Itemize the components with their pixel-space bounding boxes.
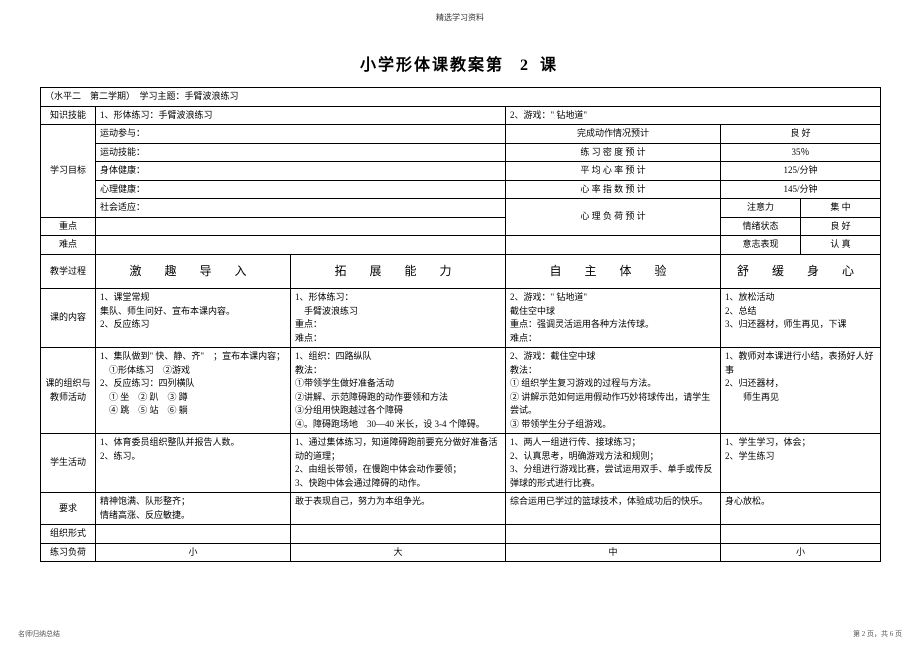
zhongdian-empty — [96, 217, 506, 236]
req-3: 身心放松。 — [721, 493, 881, 525]
stage-2: 自 主 体 验 — [506, 254, 721, 289]
goal-0-l: 运动参与： — [96, 125, 506, 144]
load-2: 中 — [506, 543, 721, 562]
zhongdian-r2: 良 好 — [801, 217, 881, 236]
page-title: 小学形体课教案第 2 课 — [0, 23, 920, 87]
orgform-0 — [96, 525, 291, 544]
org-1: 1、组织：四路纵队教法：①带领学生做好准备活动②讲解、示范障碍跑的动作要领和方法… — [291, 348, 506, 434]
req-1: 敢于表现自己，努力为本组争光。 — [291, 493, 506, 525]
load-label: 练习负荷 — [41, 543, 96, 562]
subtitle: （水平二 第二学期） 学习主题：手臂波浪练习 — [41, 88, 881, 107]
lesson-plan-table: （水平二 第二学期） 学习主题：手臂波浪练习 知识技能 1、形体练习：手臂波浪练… — [40, 87, 881, 562]
stage-3: 舒 缓 身 心 — [721, 254, 881, 289]
process-label: 教学过程 — [41, 254, 96, 289]
load-0: 小 — [96, 543, 291, 562]
org-label: 课的组织与教师活动 — [41, 348, 96, 434]
content-label: 课的内容 — [41, 289, 96, 348]
content-1: 1、形体练习： 手臂波浪练习重点：难点： — [291, 289, 506, 348]
student-3: 1、学生学习，体会；2、学生练习 — [721, 434, 881, 493]
req-2: 综合运用已学过的篮球技术，体验成功后的快乐。 — [506, 493, 721, 525]
orgform-label: 组织形式 — [41, 525, 96, 544]
req-0: 精神饱满、队形整齐；情绪高涨、反应敏捷。 — [96, 493, 291, 525]
content-0: 1、课堂常规集队、师生问好、宣布本课内容。2、反应练习 — [96, 289, 291, 348]
load-1: 大 — [291, 543, 506, 562]
student-0: 1、体育委员组织整队并报告人数。2、练习。 — [96, 434, 291, 493]
nandian-empty2 — [506, 236, 721, 255]
goal-1-r: 35％ — [721, 143, 881, 162]
stage-0: 激 趣 导 入 — [96, 254, 291, 289]
nandian-label: 难点 — [41, 236, 96, 255]
goal-3-m: 心 率 指 数 预 计 — [506, 180, 721, 199]
org-2: 2、游戏：截住空中球教法：① 组织学生复习游戏的过程与方法。② 讲解示范如何运用… — [506, 348, 721, 434]
footer-right: 第 2 页，共 6 页 — [853, 629, 902, 639]
student-2: 1、两人一组进行传、接球练习；2、认真思考，明确游戏方法和规则；3、分组进行游戏… — [506, 434, 721, 493]
title-number: 2 课 — [520, 57, 560, 74]
subtitle-row: （水平二 第二学期） 学习主题：手臂波浪练习 — [41, 88, 881, 107]
orgform-3 — [721, 525, 881, 544]
goal-4-r: 注意力 — [721, 199, 801, 218]
goal-3-r: 145/分钟 — [721, 180, 881, 199]
knowledge-label: 知识技能 — [41, 106, 96, 125]
goal-4-l: 社会适应： — [96, 199, 506, 218]
knowledge-c1: 1、形体练习：手臂波浪练习 — [96, 106, 506, 125]
goal-0-m: 完成动作情况预计 — [506, 125, 721, 144]
goal-0-r: 良 好 — [721, 125, 881, 144]
zhongdian-r: 情绪状态 — [721, 217, 801, 236]
nandian-empty — [96, 236, 506, 255]
goal-1-m: 练 习 密 度 预 计 — [506, 143, 721, 162]
content-3: 1、放松活动2、总结3、归还器材，师生再见，下课 — [721, 289, 881, 348]
goal-2-m: 平 均 心 率 预 计 — [506, 162, 721, 181]
orgform-2 — [506, 525, 721, 544]
nandian-r2: 认 真 — [801, 236, 881, 255]
doc-header: 精选学习资料 — [0, 0, 920, 23]
goal-3-l: 心理健康： — [96, 180, 506, 199]
goal-1-l: 运动技能： — [96, 143, 506, 162]
title-main: 小学形体课教案第 — [360, 57, 504, 74]
org-0: 1、集队做到" 快、静、齐" ；宣布本课内容； ①形体练习 ②游戏2、反应练习：… — [96, 348, 291, 434]
psych-load-label: 心 理 负 荷 预 计 — [506, 199, 721, 236]
goal-2-r: 125/分钟 — [721, 162, 881, 181]
zhongdian-label: 重点 — [41, 217, 96, 236]
stage-1: 拓 展 能 力 — [291, 254, 506, 289]
org-3: 1、教师对本课进行小结，表扬好人好事2、归还器材， 师生再见 — [721, 348, 881, 434]
student-label: 学生活动 — [41, 434, 96, 493]
nandian-r: 意志表现 — [721, 236, 801, 255]
content-2: 2、游戏：" 钻地道"截住空中球重点：强调灵活运用各种方法传球。难点： — [506, 289, 721, 348]
orgform-1 — [291, 525, 506, 544]
goals-label: 学习目标 — [41, 125, 96, 218]
footer-left: 名师归纳总结 — [18, 629, 60, 639]
load-3: 小 — [721, 543, 881, 562]
goal-2-l: 身体健康： — [96, 162, 506, 181]
student-1: 1、通过集体练习，知道障碍跑前要充分做好准备活动的道理；2、由组长带领，在慢跑中… — [291, 434, 506, 493]
knowledge-c2: 2、游戏：" 钻地道" — [506, 106, 881, 125]
goal-4-r2: 集 中 — [801, 199, 881, 218]
req-label: 要求 — [41, 493, 96, 525]
